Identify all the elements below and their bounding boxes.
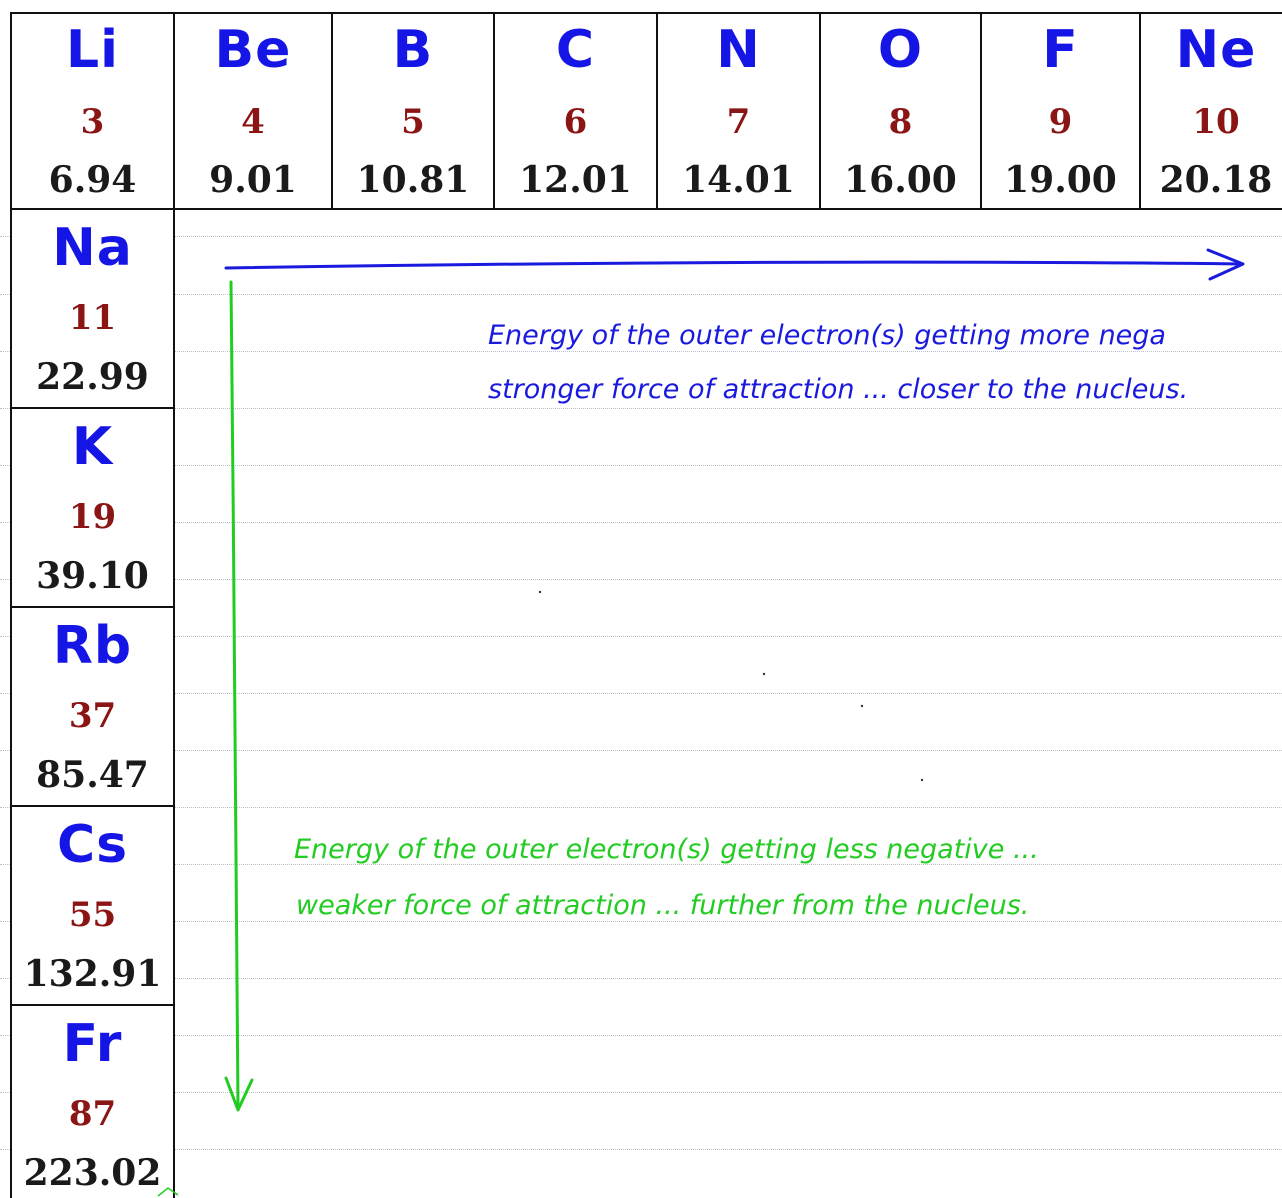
element-symbol: B [392,20,434,80]
element-symbol: Cs [56,815,129,875]
element-symbol: Fr [62,1014,123,1074]
ruled-line [0,807,1282,808]
ruled-line [0,636,1282,637]
element-cell-li: Li 3 6.94 [10,12,175,210]
ruled-line [0,236,1282,237]
atomic-number: 3 [80,102,105,142]
ruled-line [0,522,1282,523]
element-cell-cs: Cs 55 132.91 [10,805,175,1006]
speck [860,704,864,708]
speck [538,590,542,594]
atomic-mass: 12.01 [519,159,632,201]
ruled-line [0,408,1282,409]
element-symbol: K [71,417,114,477]
element-symbol: O [877,20,924,80]
element-symbol: Na [52,218,133,278]
atomic-number: 6 [563,102,588,142]
ruled-line [0,693,1282,694]
atomic-mass: 20.18 [1159,159,1273,201]
atomic-mass: 223.02 [23,1152,162,1194]
atomic-number: 8 [888,102,913,142]
element-cell-be: Be 4 9.01 [173,12,333,210]
element-symbol: Ne [1175,20,1257,80]
element-cell-fr: Fr 87 223.02 [10,1004,175,1198]
ruled-line [0,1092,1282,1093]
atomic-number: 37 [68,696,117,736]
across-note-line-1: Energy of the outer electron(s) getting … [488,320,1166,351]
element-cell-ne: Ne 10 20.18 [1139,12,1282,210]
ruled-line [0,465,1282,466]
atomic-mass: 132.91 [23,953,162,995]
element-cell-k: K 19 39.10 [10,407,175,608]
atomic-number: 5 [401,102,425,142]
ruled-line [0,978,1282,979]
ruled-line [0,1035,1282,1036]
ruled-line [0,1149,1282,1150]
atomic-mass: 6.94 [48,159,137,201]
atomic-mass: 9.01 [209,159,297,201]
element-symbol: Be [214,20,292,80]
atomic-mass: 10.81 [356,159,470,201]
element-cell-n: N 7 14.01 [656,12,821,210]
speck [762,672,766,676]
atomic-mass: 85.47 [36,754,149,796]
element-cell-na: Na 11 22.99 [10,208,175,409]
atomic-mass: 39.10 [36,555,149,597]
element-cell-f: F 9 19.00 [980,12,1141,210]
across-period-arrow [224,248,1245,281]
atomic-number: 10 [1192,102,1240,142]
speck [920,778,924,782]
element-cell-c: C 6 12.01 [493,12,658,210]
ruled-line [0,294,1282,295]
ruled-line [0,921,1282,922]
across-note-line-2: stronger force of attraction ... closer … [488,374,1188,405]
atomic-mass: 16.00 [844,159,957,201]
element-cell-b: B 5 10.81 [331,12,495,210]
ruled-line [0,579,1282,580]
element-cell-rb: Rb 37 85.47 [10,606,175,807]
atomic-mass: 19.00 [1004,159,1117,201]
element-symbol: N [716,20,761,80]
element-symbol: F [1042,20,1079,80]
atomic-number: 87 [68,1094,117,1134]
element-symbol: Rb [52,616,133,676]
ruled-line [0,864,1282,865]
element-symbol: Li [66,20,119,80]
atomic-number: 55 [68,895,117,935]
atomic-number: 19 [68,497,117,537]
element-symbol: C [555,20,596,80]
atomic-number: 9 [1048,102,1073,142]
down-note-line-2: weaker force of attraction ... further f… [296,890,1029,921]
down-note-line-1: Energy of the outer electron(s) getting … [294,834,1039,865]
atomic-mass: 14.01 [682,159,795,201]
atomic-mass: 22.99 [36,356,149,398]
element-cell-o: O 8 16.00 [819,12,982,210]
ruled-line [0,351,1282,352]
atomic-number: 11 [68,298,117,338]
ruled-line [0,750,1282,751]
atomic-number: 7 [726,102,751,142]
atomic-number: 4 [241,102,265,142]
